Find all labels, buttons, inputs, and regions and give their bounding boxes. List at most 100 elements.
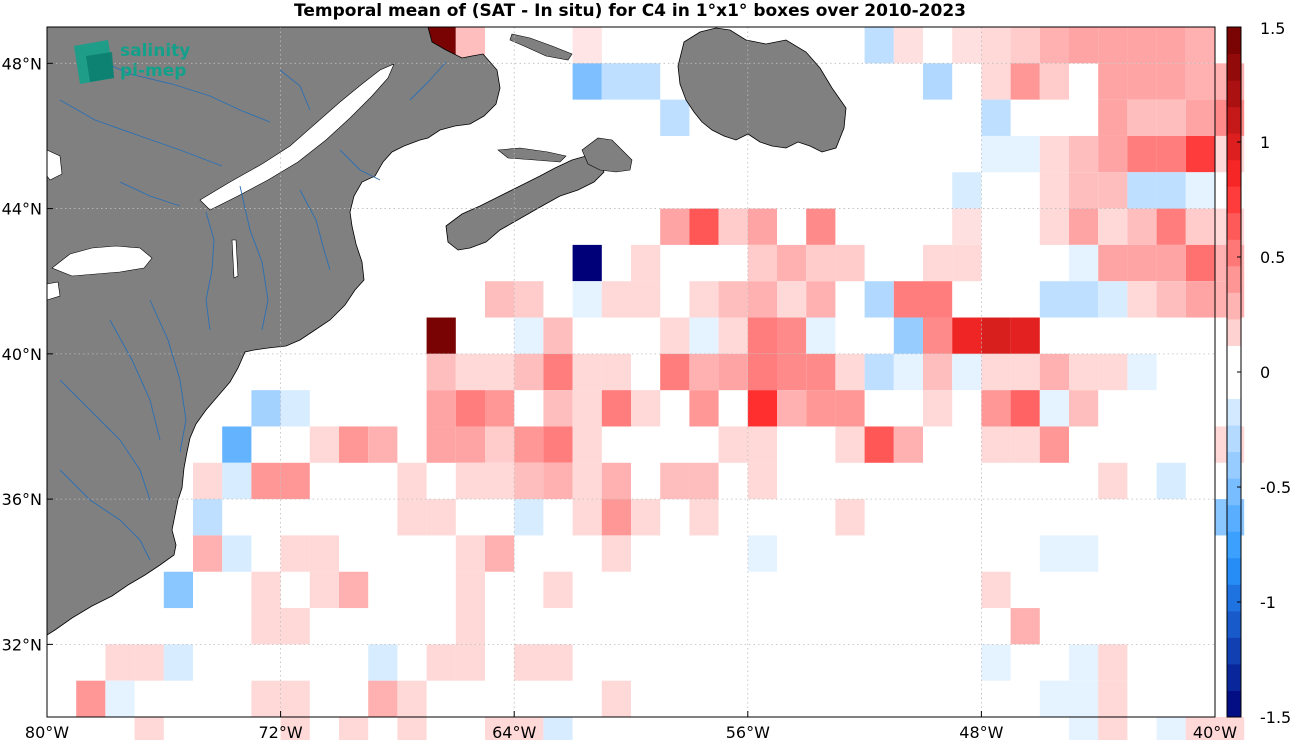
heatmap-cell: [952, 208, 982, 245]
colorbar: 1.5 1 0.5 0 -0.5 -1 -1.5: [1226, 19, 1291, 727]
colorbar-segment: [1227, 318, 1241, 346]
heatmap-cell: [660, 208, 690, 245]
heatmap-cell: [193, 462, 223, 500]
heatmap-cell: [1069, 717, 1099, 740]
heatmap-cell: [543, 644, 573, 681]
heatmap-cell: [893, 353, 923, 391]
heatmap-cell: [1185, 172, 1215, 209]
heatmap-cell: [368, 644, 398, 681]
heatmap-cell: [280, 608, 310, 645]
heatmap-cell: [601, 63, 631, 100]
rivers: [59, 55, 447, 561]
heatmap-cell: [1098, 244, 1128, 282]
heatmap-cell: [601, 462, 631, 500]
heatmap-cell: [1098, 27, 1128, 64]
colorbar-segment: [1227, 637, 1241, 665]
heatmap-cell: [455, 535, 485, 572]
colorbar-segment: [1227, 610, 1241, 638]
heatmap-cell: [806, 208, 836, 245]
colorbar-segment: [1227, 345, 1241, 373]
heatmap-cell: [1156, 462, 1186, 500]
heatmap-cell: [806, 317, 836, 354]
heatmap-cell: [1069, 244, 1099, 282]
heatmap-cell: [689, 390, 719, 427]
map-title: Temporal mean of (SAT - In situ) for C4 …: [294, 1, 966, 21]
heatmap-cell: [397, 499, 427, 536]
heatmap-cell: [689, 499, 719, 536]
heatmap-cell: [543, 717, 573, 740]
heatmap-cell: [660, 462, 690, 500]
heatmap-cell: [1156, 208, 1186, 245]
colorbar-tick-label: 1: [1260, 133, 1270, 152]
colorbar-segment: [1227, 690, 1241, 718]
heatmap-cell: [514, 317, 544, 354]
heatmap-cell: [777, 353, 807, 391]
heatmap-cell: [1098, 462, 1128, 500]
heatmap-cell: [893, 27, 923, 64]
heatmap-cell: [572, 462, 602, 500]
heatmap-cell: [806, 281, 836, 318]
colorbar-segment: [1227, 265, 1241, 293]
map-frame: [46, 26, 1216, 718]
colorbar-segment: [1227, 292, 1241, 320]
heatmap-cell: [1127, 63, 1157, 100]
heatmap-cell: [660, 317, 690, 354]
heatmap-cell: [1185, 208, 1215, 245]
heatmap-cell: [309, 571, 339, 609]
colorbar-segment: [1227, 504, 1241, 532]
heatmap-cell: [1098, 172, 1128, 209]
heatmap-cell: [339, 426, 369, 463]
heatmap-cell: [689, 353, 719, 391]
lat-tick-label: 48°N: [2, 54, 42, 73]
heatmap-cell: [1010, 608, 1040, 645]
heatmap-cell: [397, 717, 427, 740]
heatmap-cell: [1039, 63, 1069, 100]
heatmap-cell: [1156, 244, 1186, 282]
heatmap-cell: [1127, 244, 1157, 282]
heatmap-cell: [455, 390, 485, 427]
latitude-axis: 48°N 44°N 40°N 36°N 32°N: [2, 54, 53, 654]
heatmap-cell: [952, 27, 982, 64]
heatmap-cell: [981, 426, 1011, 463]
heatmap-cell: [514, 644, 544, 681]
heatmap-cell: [1098, 281, 1128, 318]
heatmap-cell: [514, 499, 544, 536]
heatmap-cell: [426, 499, 456, 536]
heatmap-cell: [747, 281, 777, 318]
heatmap-cell: [1069, 27, 1099, 64]
heatmap-cell: [864, 27, 894, 64]
newfoundland-land: [677, 27, 847, 153]
heatmap-cell: [864, 281, 894, 318]
colorbar-segment: [1227, 425, 1241, 453]
colorbar-segment: [1227, 372, 1241, 400]
heatmap-cell: [163, 571, 193, 609]
heatmap-cell: [543, 426, 573, 463]
colorbar-segment: [1227, 451, 1241, 479]
heatmap-cell: [514, 281, 544, 318]
heatmap-cell: [251, 608, 281, 645]
heatmap-cell: [1185, 244, 1215, 282]
heatmap-cell: [893, 426, 923, 463]
heatmap-cell: [455, 462, 485, 500]
salinity-pi-mep-logo: salinity pi-mep: [74, 40, 190, 84]
lon-tick-label: 40°W: [1193, 723, 1237, 740]
heatmap-cell: [660, 99, 690, 136]
heatmap-cell: [572, 281, 602, 318]
heatmap-cell: [923, 281, 953, 318]
heatmap-cell: [251, 390, 281, 427]
heatmap-cell: [1069, 135, 1099, 173]
heatmap-cell: [1010, 426, 1040, 463]
lon-tick-label: 56°W: [726, 723, 770, 740]
heatmap-cell: [1039, 353, 1069, 391]
heatmap-cell: [397, 462, 427, 500]
heatmap-cell: [601, 281, 631, 318]
heatmap-cell: [543, 571, 573, 609]
heatmap-cell: [1185, 281, 1215, 318]
lat-tick-label: 36°N: [2, 490, 42, 509]
heatmap-cell: [777, 390, 807, 427]
heatmap-cell: [1069, 644, 1099, 681]
heatmap-cell: [1185, 99, 1215, 136]
colorbar-segment: [1227, 106, 1241, 134]
heatmap-cell: [485, 535, 515, 572]
